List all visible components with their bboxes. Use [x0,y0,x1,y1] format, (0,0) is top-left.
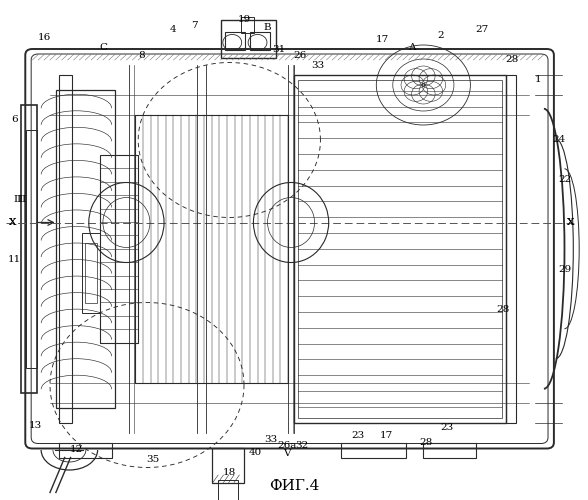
Text: 2: 2 [437,30,445,40]
Bar [82,232,100,312]
Text: 28: 28 [420,438,433,447]
Bar [294,75,506,422]
Bar [423,442,476,458]
Bar [212,448,244,482]
Bar [241,18,254,32]
Text: 26: 26 [293,50,306,59]
Text: II: II [14,196,22,204]
Bar [85,242,97,302]
Text: 13: 13 [29,420,42,430]
Text: 12: 12 [70,446,83,454]
Text: 28: 28 [505,56,518,64]
Text: 29: 29 [558,266,571,274]
Text: 22: 22 [558,176,571,184]
Text: 27: 27 [476,26,489,35]
Bar [220,20,276,58]
Text: 33: 33 [264,436,277,444]
Text: 17: 17 [376,36,389,44]
Text: 18: 18 [223,468,236,477]
Text: 1: 1 [534,76,542,84]
Bar [135,115,288,382]
Text: 8: 8 [138,50,145,59]
Text: 40: 40 [249,448,262,457]
Text: X: X [9,218,16,227]
Bar [506,75,516,422]
Bar [59,75,72,422]
Bar [21,105,37,393]
Text: 16: 16 [38,33,51,42]
Bar [218,480,238,500]
Text: X: X [567,218,574,227]
Text: 32: 32 [295,442,308,450]
Bar [100,155,138,342]
Bar [56,90,115,408]
Text: V: V [283,450,290,458]
FancyBboxPatch shape [31,54,548,444]
Text: 7: 7 [191,20,198,30]
Text: 24: 24 [552,136,565,144]
Text: 31: 31 [273,46,286,54]
Text: B: B [264,23,271,32]
Text: 6: 6 [11,116,18,124]
Text: X: X [9,218,16,227]
Text: 28: 28 [496,306,509,314]
Text: 23: 23 [351,430,364,440]
Text: 23: 23 [440,423,453,432]
Bar [225,32,245,50]
Text: 26a: 26a [278,442,296,450]
Bar [59,442,112,458]
Text: C: C [99,43,107,52]
Text: ФИГ.4: ФИГ.4 [269,479,319,493]
Text: II: II [18,196,26,204]
Text: A: A [408,43,415,52]
Bar [298,80,502,417]
Bar [250,32,270,50]
FancyBboxPatch shape [25,49,554,448]
Text: 19: 19 [238,16,250,24]
Text: X: X [567,218,574,227]
Text: 35: 35 [146,454,159,464]
Text: 17: 17 [380,430,393,440]
Text: 33: 33 [311,60,324,70]
Bar [26,130,37,368]
Text: 4: 4 [170,26,177,35]
Bar [341,442,406,458]
Text: 11: 11 [8,256,21,264]
